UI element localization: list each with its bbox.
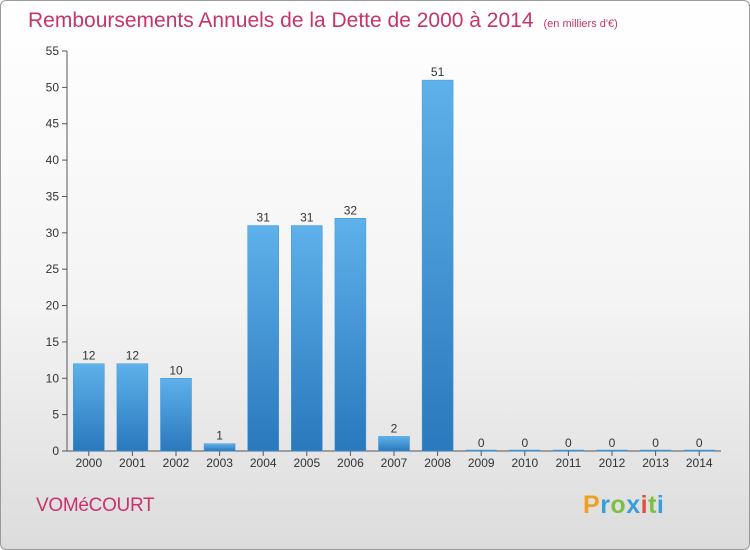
data-label: 51 xyxy=(431,65,445,79)
data-label: 31 xyxy=(300,211,314,225)
logo-letter: o xyxy=(610,491,627,519)
data-label: 0 xyxy=(521,436,528,450)
data-label: 0 xyxy=(478,436,485,450)
x-tick-label: 2008 xyxy=(424,456,451,470)
data-label: 10 xyxy=(169,363,183,377)
logo-letter: i xyxy=(640,491,649,519)
bar xyxy=(247,225,279,452)
data-label: 2 xyxy=(391,421,398,435)
x-tick-label: 2001 xyxy=(119,456,146,470)
x-tick-label: 2004 xyxy=(250,456,277,470)
y-tick-label: 25 xyxy=(46,262,60,276)
y-tick-label: 15 xyxy=(46,335,60,349)
chart-bars xyxy=(73,79,715,452)
data-label: 12 xyxy=(82,349,96,363)
bar xyxy=(203,443,236,452)
chart-labels: 1220001220011020021200331200431200532200… xyxy=(75,65,712,470)
x-tick-label: 2000 xyxy=(75,456,102,470)
x-tick-label: 2002 xyxy=(163,456,190,470)
y-tick-label: 35 xyxy=(46,189,60,203)
bar xyxy=(116,363,149,452)
chart-title-main: Remboursements Annuels de la Dette de 20… xyxy=(28,9,534,32)
y-tick-label: 10 xyxy=(46,371,60,385)
y-tick-label: 55 xyxy=(46,44,60,58)
data-label: 1 xyxy=(216,429,223,443)
x-tick-label: 2007 xyxy=(381,456,408,470)
bar xyxy=(334,218,367,452)
chart-title-unit: (en milliers d'€) xyxy=(543,18,618,30)
data-label: 12 xyxy=(126,349,140,363)
commune-name: VOMéCOURT xyxy=(36,495,155,516)
bar xyxy=(160,378,192,452)
x-tick-label: 2003 xyxy=(206,456,233,470)
y-tick-label: 45 xyxy=(46,117,60,131)
logo-letter: P xyxy=(583,491,601,519)
x-tick-label: 2012 xyxy=(599,456,626,470)
logo-letter: r xyxy=(600,491,611,519)
x-tick-label: 2006 xyxy=(337,456,364,470)
proxiti-logo: Proxiti xyxy=(583,491,664,520)
logo-letter: i xyxy=(656,491,665,519)
x-tick-label: 2013 xyxy=(642,456,669,470)
x-tick-label: 2010 xyxy=(511,456,538,470)
data-label: 0 xyxy=(565,436,572,450)
x-tick-label: 2014 xyxy=(686,456,713,470)
data-label: 0 xyxy=(652,436,659,450)
bar xyxy=(421,79,454,452)
x-tick-label: 2011 xyxy=(555,456,581,470)
y-tick-label: 50 xyxy=(46,80,60,94)
y-tick-label: 0 xyxy=(52,444,59,458)
data-label: 0 xyxy=(696,436,703,450)
logo-letter: x xyxy=(626,491,641,519)
y-tick-label: 20 xyxy=(46,299,60,313)
y-tick-label: 30 xyxy=(46,226,60,240)
data-label: 32 xyxy=(344,203,358,217)
x-tick-label: 2005 xyxy=(293,456,320,470)
x-tick-label: 2009 xyxy=(468,456,495,470)
y-tick-label: 5 xyxy=(52,408,59,422)
data-label: 31 xyxy=(257,211,271,225)
bar xyxy=(378,436,410,452)
data-label: 0 xyxy=(609,436,616,450)
chart-title: Remboursements Annuels de la Dette de 20… xyxy=(28,9,618,33)
logo-letter: t xyxy=(648,491,657,519)
bar xyxy=(73,363,105,452)
bar xyxy=(291,225,323,452)
y-tick-label: 40 xyxy=(46,153,60,167)
